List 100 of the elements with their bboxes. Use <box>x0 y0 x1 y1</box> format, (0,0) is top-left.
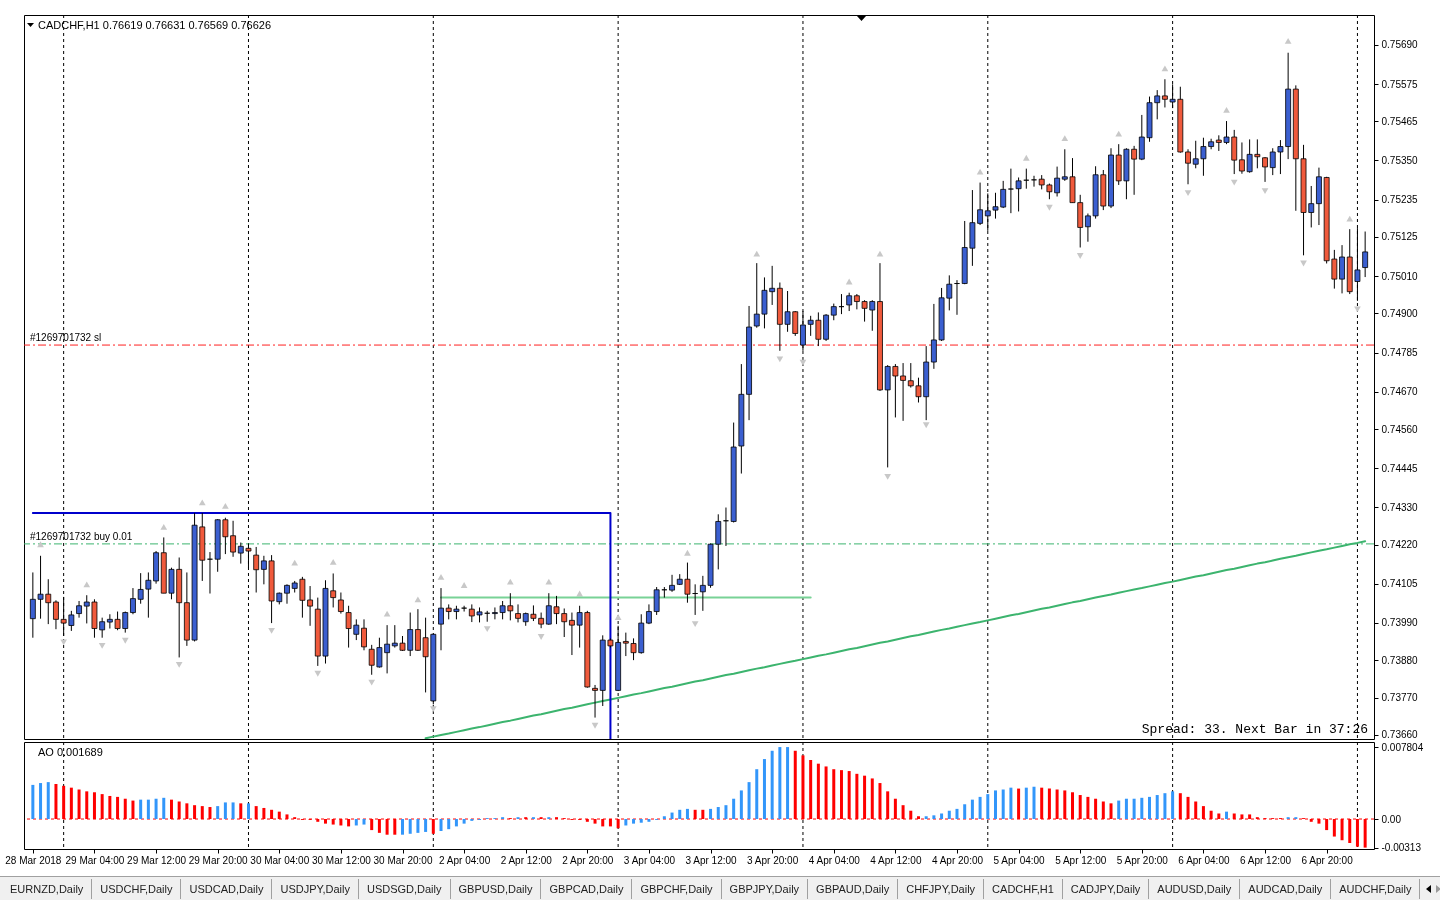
point <box>222 502 229 509</box>
bar <box>778 747 782 820</box>
text: CHFJPY,Daily <box>898 878 985 899</box>
point <box>691 621 699 628</box>
bar <box>755 769 759 820</box>
bar <box>632 819 636 824</box>
y-tick-label: 0.75575 <box>1381 78 1419 90</box>
y-tick-label: 0.74900 <box>1381 307 1419 319</box>
candlestick <box>1031 175 1037 188</box>
x-tick-label: 4 Apr 04:00 <box>808 854 861 866</box>
candlestick <box>461 605 468 613</box>
candlestick <box>438 587 444 651</box>
point <box>776 356 784 363</box>
y-tick-label: 0.73770 <box>1381 692 1419 704</box>
bar <box>685 808 689 820</box>
text: GBPCAD,Daily <box>541 878 633 899</box>
x-tick-label: 5 Apr 04:00 <box>993 854 1046 866</box>
chart-title: CADCHF,H1 0.76619 0.76631 0.76569 0.76626 <box>38 19 272 31</box>
y-tick-label: 0.75125 <box>1381 231 1419 243</box>
bar <box>624 819 628 826</box>
bar <box>1225 811 1229 820</box>
candlestick <box>361 618 367 651</box>
x-tick-label: 5 Apr 20:00 <box>1116 854 1169 866</box>
bar <box>947 810 951 820</box>
text: GBPAUD,Daily <box>808 878 899 899</box>
point <box>1022 154 1030 161</box>
text: USDCAD,Daily <box>181 878 273 899</box>
point <box>614 614 622 620</box>
point <box>1076 253 1084 259</box>
bar <box>454 819 458 827</box>
point <box>1346 215 1354 222</box>
x-tick-label: 2 Apr 20:00 <box>562 854 614 866</box>
y-tick-label: 0.75350 <box>1381 154 1419 166</box>
point <box>175 662 183 668</box>
text: USDJPY,Daily <box>272 878 359 899</box>
bar <box>986 794 990 820</box>
y-tick-label: 0.74105 <box>1381 578 1419 590</box>
candlestick <box>253 546 260 593</box>
point <box>537 634 545 640</box>
bar <box>408 819 412 834</box>
bar <box>1024 787 1028 820</box>
bar <box>639 819 643 823</box>
bar <box>993 790 997 820</box>
point <box>799 359 807 366</box>
y-tick-label: 0.007804 <box>1381 741 1424 753</box>
x-tick-label: 29 Mar 12:00 <box>127 854 187 866</box>
point <box>1354 306 1361 313</box>
point <box>684 549 691 556</box>
point <box>268 628 275 634</box>
bar <box>1124 798 1128 820</box>
y-tick-label: 0.73660 <box>1381 729 1419 741</box>
point <box>506 578 514 585</box>
bar <box>424 819 428 832</box>
y-tick-label: 0.00 <box>1381 813 1402 825</box>
text: EURNZD,Daily <box>2 878 93 899</box>
x-tick-label: 2 Apr 04:00 <box>439 854 491 866</box>
bar <box>223 802 227 820</box>
ref-line-label: #1269701732 buy 0.01 <box>30 530 133 542</box>
x-tick-label: 29 Mar 20:00 <box>188 854 249 866</box>
point <box>1046 204 1053 211</box>
candlestick <box>338 592 344 615</box>
bar <box>662 816 666 820</box>
bar <box>462 819 466 824</box>
point <box>314 670 322 677</box>
x-tick-label: 30 Mar 04:00 <box>250 854 310 866</box>
candlestick <box>1339 244 1345 294</box>
text: AUDUSD,Daily <box>1149 878 1241 899</box>
point <box>1115 130 1123 137</box>
y-tick-label: 0.74330 <box>1381 501 1419 513</box>
candlestick <box>1362 231 1369 278</box>
point <box>329 559 337 565</box>
bar <box>354 819 358 826</box>
x-tick-label: 4 Apr 20:00 <box>931 854 984 866</box>
candlestick <box>130 587 136 615</box>
bar <box>670 812 674 820</box>
text: USDSGD,Daily <box>358 878 451 899</box>
candlestick <box>76 600 82 619</box>
bar <box>1001 789 1005 820</box>
chart-title: AO 0.001689 <box>38 746 103 758</box>
x-tick-label: 3 Apr 20:00 <box>747 854 799 866</box>
text: GBPUSD,Daily <box>450 878 542 899</box>
y-tick-label: 0.74445 <box>1381 462 1419 474</box>
candlestick <box>846 292 853 312</box>
text: AUDCHF,Daily <box>1331 878 1421 899</box>
bar <box>1117 800 1121 820</box>
bar <box>162 797 166 820</box>
bar <box>678 809 682 820</box>
candlestick <box>53 599 59 630</box>
bar <box>770 750 774 820</box>
bar <box>362 819 366 825</box>
candlestick <box>284 583 290 605</box>
point <box>876 250 884 257</box>
text: CADCHF,H1 <box>984 878 1063 899</box>
point <box>1184 190 1192 197</box>
bar <box>716 807 720 820</box>
bar <box>231 802 235 820</box>
text: CADJPY,Daily <box>1062 878 1150 899</box>
y-tick-label: 0.74560 <box>1381 423 1419 435</box>
text: GBPJPY,Daily <box>721 878 809 899</box>
bar <box>647 819 651 822</box>
